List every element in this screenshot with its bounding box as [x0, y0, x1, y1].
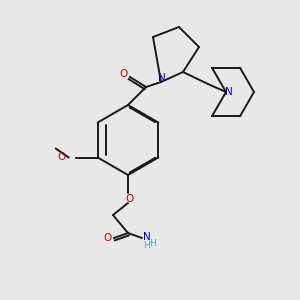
Text: H: H [150, 238, 156, 247]
Text: O: O [104, 233, 112, 243]
Text: N: N [225, 87, 233, 97]
Text: H: H [142, 242, 149, 250]
Text: N: N [143, 232, 151, 242]
Text: N: N [158, 73, 166, 83]
Text: O: O [58, 152, 66, 163]
Text: O: O [120, 69, 128, 79]
Text: O: O [125, 194, 133, 204]
